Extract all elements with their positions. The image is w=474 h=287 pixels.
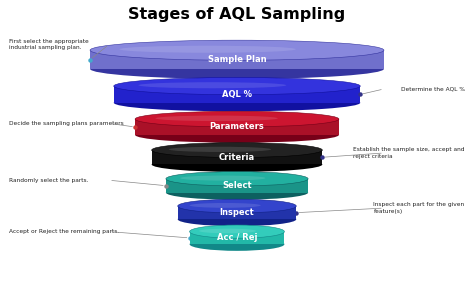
Ellipse shape (166, 172, 308, 186)
Ellipse shape (119, 46, 296, 53)
FancyBboxPatch shape (114, 86, 360, 103)
Text: Sample Plan: Sample Plan (208, 55, 266, 64)
Ellipse shape (152, 157, 322, 172)
FancyBboxPatch shape (190, 232, 284, 244)
FancyBboxPatch shape (152, 150, 322, 164)
Ellipse shape (178, 199, 296, 213)
FancyBboxPatch shape (166, 179, 308, 193)
FancyBboxPatch shape (90, 50, 384, 69)
Text: AQL %: AQL % (222, 90, 252, 99)
Text: Parameters: Parameters (210, 123, 264, 131)
Ellipse shape (180, 176, 265, 181)
Text: Select: Select (222, 181, 252, 190)
Ellipse shape (199, 229, 256, 233)
Ellipse shape (90, 59, 384, 79)
Text: Accept or Reject the remaining parts.: Accept or Reject the remaining parts. (9, 229, 120, 234)
Ellipse shape (190, 225, 284, 238)
Ellipse shape (114, 77, 360, 95)
Ellipse shape (135, 127, 339, 143)
Ellipse shape (178, 212, 296, 226)
Ellipse shape (135, 111, 339, 127)
Ellipse shape (155, 116, 278, 121)
Ellipse shape (190, 238, 284, 251)
Text: Stages of AQL Sampling: Stages of AQL Sampling (128, 7, 346, 22)
Ellipse shape (114, 94, 360, 111)
FancyBboxPatch shape (135, 119, 339, 135)
Text: Decide the sampling plans parameters: Decide the sampling plans parameters (9, 121, 124, 126)
Ellipse shape (169, 147, 271, 152)
Ellipse shape (190, 203, 261, 208)
FancyBboxPatch shape (178, 206, 296, 219)
Text: Inspect each part for the given
feature(s): Inspect each part for the given feature(… (374, 202, 465, 214)
Text: Establish the sample size, accept and
reject criteria: Establish the sample size, accept and re… (353, 147, 465, 159)
Text: Inspect: Inspect (219, 208, 255, 217)
Text: First select the appropriate
industrial sampling plan.: First select the appropriate industrial … (9, 39, 89, 50)
Text: Acc / Rej: Acc / Rej (217, 233, 257, 243)
Ellipse shape (138, 82, 286, 88)
Text: Criteria: Criteria (219, 153, 255, 162)
Ellipse shape (166, 185, 308, 200)
Text: Determine the AQL %: Determine the AQL % (401, 86, 465, 92)
Ellipse shape (152, 143, 322, 158)
Ellipse shape (90, 40, 384, 60)
Text: Randomly select the parts.: Randomly select the parts. (9, 178, 89, 183)
